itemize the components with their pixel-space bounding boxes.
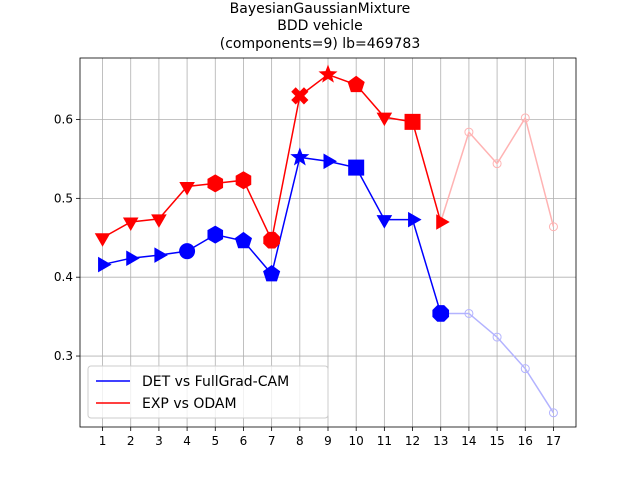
series-2-marker [347, 75, 365, 93]
series-1-marker [323, 153, 337, 170]
series-1-marker [179, 243, 196, 260]
x-tick-label: 10 [349, 434, 364, 448]
legend: DET vs FullGrad-CAM EXP vs ODAM [87, 365, 329, 419]
series-2-marker [122, 217, 139, 231]
x-tick-label: 11 [377, 434, 392, 448]
x-tick-label: 2 [127, 434, 135, 448]
series-1-marker [548, 408, 558, 418]
series-1-marker [376, 215, 393, 229]
chart-title-line-1: BayesianGaussianMixture [229, 1, 411, 17]
series-2-marker [235, 171, 252, 190]
x-tick-label: 13 [433, 434, 448, 448]
series-2-line-faded [440, 116, 555, 227]
x-tick-label: 12 [405, 434, 420, 448]
series-1-marker [432, 305, 450, 322]
x-tick-label: 9 [324, 434, 332, 448]
series-1-marker [492, 332, 502, 342]
legend-box [87, 365, 329, 419]
series-2-marker [291, 87, 309, 105]
legend-label-1: DET vs FullGrad-CAM [142, 374, 289, 390]
series-2-marker [548, 222, 558, 232]
series-1-marker [126, 250, 140, 267]
x-tick-label: 14 [461, 434, 476, 448]
series-1-marker [464, 308, 474, 318]
series-2-marker [179, 182, 195, 196]
x-tick-label: 16 [518, 434, 533, 448]
series-1-marker [98, 256, 112, 273]
series-2-marker [263, 231, 280, 249]
series-1-marker [408, 211, 422, 228]
x-tick-label: 8 [296, 434, 304, 448]
series-2-marker [520, 113, 530, 123]
x-tick-label: 4 [183, 434, 191, 448]
series-1-marker [520, 364, 530, 374]
x-tick-label: 3 [155, 434, 163, 448]
y-tick-label: 0.3 [54, 349, 73, 363]
chart-title-line-2: BDD vehicle [277, 18, 363, 34]
x-tick-label: 15 [489, 434, 504, 448]
series-1-marker [154, 247, 168, 263]
x-tick-label: 1 [99, 434, 107, 448]
series-1-marker [290, 147, 310, 166]
chart-title-line-3: (components=9) lb=469783 [219, 36, 421, 52]
series-2-marker [151, 214, 167, 228]
x-tick-label: 6 [240, 434, 248, 448]
series-1-marker [234, 231, 253, 249]
series-2-marker [464, 127, 474, 137]
series-1-marker [348, 159, 365, 176]
series-2-marker [94, 233, 111, 247]
x-tick-label: 17 [546, 434, 561, 448]
y-tick-label: 0.5 [54, 191, 73, 205]
series-1-marker [207, 225, 224, 244]
y-tick-label: 0.4 [54, 270, 73, 284]
series-2-marker [492, 159, 502, 169]
x-tick-label: 5 [211, 434, 219, 448]
series-1-marker [263, 265, 281, 282]
series-2-marker [436, 214, 450, 230]
series-2-marker [318, 64, 338, 83]
x-tick-label: 7 [268, 434, 276, 448]
axes-frame [79, 57, 577, 428]
series-2-marker [376, 112, 393, 127]
legend-label-2: EXP vs ODAM [142, 396, 237, 412]
series-2-marker [207, 174, 224, 193]
series-2-marker [404, 113, 421, 130]
series-1-line-faded [440, 312, 555, 414]
y-tick-label: 0.6 [54, 113, 73, 127]
